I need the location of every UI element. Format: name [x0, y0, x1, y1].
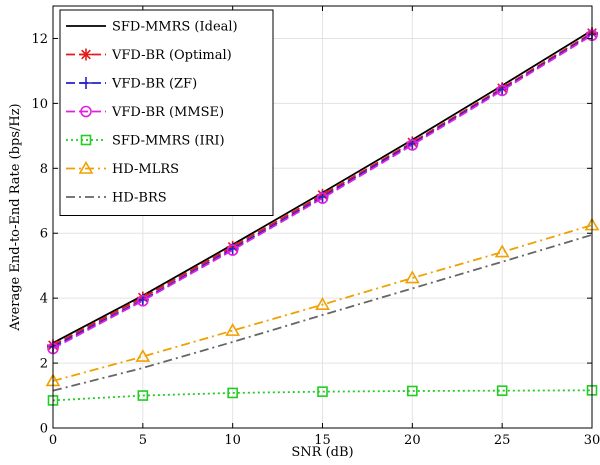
data-point — [496, 385, 508, 396]
x-tick-label: 15 — [314, 433, 331, 448]
y-tick-label: 2 — [40, 357, 48, 372]
y-tick-label: 6 — [40, 227, 48, 242]
y-tick-label: 10 — [31, 97, 48, 112]
series-hd-mlrs — [45, 217, 600, 387]
legend-label: HD-MLRS — [112, 162, 179, 177]
data-point — [407, 385, 418, 397]
x-tick-label: 0 — [49, 433, 57, 448]
legend-item: VFD-BR (MMSE) — [66, 105, 224, 120]
x-tick-label: 30 — [584, 433, 600, 448]
legend-item: SFD-MMRS (IRI) — [66, 134, 225, 149]
y-tick-label: 0 — [40, 422, 48, 437]
legend-label: VFD-BR (Optimal) — [111, 48, 232, 63]
legend-marker — [80, 77, 92, 89]
legend-item: VFD-BR (Optimal) — [66, 48, 232, 63]
series-line — [52, 233, 593, 392]
legend-label: SFD-MMRS (Ideal) — [112, 20, 238, 35]
x-axis-title: SNR (dB) — [291, 445, 353, 460]
legend-label: VFD-BR (MMSE) — [111, 105, 224, 120]
legend-marker — [80, 48, 92, 61]
y-tick-label: 8 — [40, 162, 48, 177]
data-point — [317, 386, 328, 397]
x-tick-label: 10 — [224, 433, 241, 448]
ticks: 0 5 10 15 20 25 30 0 2 4 6 8 10 12 — [31, 6, 600, 448]
legend-label: SFD-MMRS (IRI) — [112, 134, 225, 149]
data-point — [315, 297, 330, 310]
legend-label: HD-BRS — [112, 191, 167, 206]
legend-item: VFD-BR (ZF) — [66, 77, 197, 92]
legend-item: HD-MLRS — [66, 160, 179, 177]
data-point — [227, 387, 238, 399]
data-point — [226, 244, 239, 256]
data-point — [137, 390, 149, 401]
x-tick-label: 25 — [494, 433, 511, 448]
y-tick-label: 12 — [31, 32, 48, 47]
x-tick-label: 5 — [139, 433, 147, 448]
x-tick-label: 20 — [404, 433, 421, 448]
legend-marker — [78, 160, 94, 174]
legend-label: VFD-BR (ZF) — [111, 77, 197, 92]
data-point — [137, 294, 149, 307]
legend-item: SFD-MMRS (Ideal) — [66, 20, 238, 35]
legend-marker — [80, 134, 92, 146]
data-point — [496, 84, 508, 97]
data-point — [225, 323, 241, 336]
y-axis-title: Average End-to-End Rate (bps/Hz) — [8, 103, 23, 331]
data-point — [406, 139, 419, 151]
data-point — [135, 348, 151, 362]
legend: SFD-MMRS (Ideal) VFD-BR (Optimal) VFD-BR (… — [59, 9, 274, 216]
series-hd-brs — [52, 233, 593, 392]
data-point — [494, 244, 510, 258]
data-point — [316, 192, 329, 204]
legend-item: HD-BRS — [66, 191, 167, 206]
legend-box — [59, 9, 274, 216]
series-line — [52, 224, 593, 382]
legend-marker — [80, 105, 92, 118]
y-tick-label: 4 — [40, 292, 48, 307]
data-point — [404, 270, 420, 284]
